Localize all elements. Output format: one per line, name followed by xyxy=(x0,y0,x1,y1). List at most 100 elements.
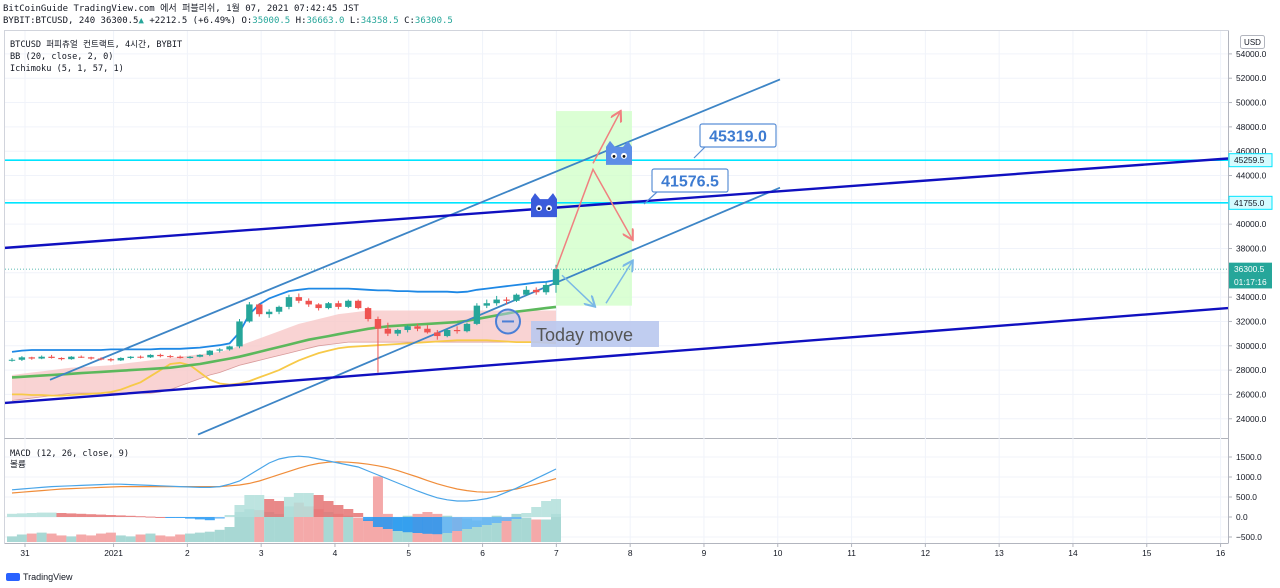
macd-hist-bar xyxy=(175,517,186,518)
price-tick-label: 24000.0 xyxy=(1236,414,1267,424)
volume-bar xyxy=(471,520,482,542)
price-tick-label: 50000.0 xyxy=(1236,98,1267,108)
main-legend: BTCUSD 퍼피츄얼 컨트랙트, 4시간, BYBIT BB (20, clo… xyxy=(10,39,182,74)
legend-bb: BB (20, close, 2, 0) xyxy=(10,52,113,62)
candle-body xyxy=(28,357,35,359)
candle-body xyxy=(127,356,134,358)
price-tag-label: 01:17:16 xyxy=(1234,277,1267,287)
macd-tick-label: 500.0 xyxy=(1236,492,1257,502)
volume-bar xyxy=(125,536,136,542)
candle-body xyxy=(167,356,174,358)
cat-icon-pupil-left xyxy=(537,207,541,211)
currency-badge[interactable]: USD xyxy=(1240,35,1265,49)
price-tick-label: 30000.0 xyxy=(1236,341,1267,351)
macd-hist-bar xyxy=(66,513,77,517)
price-tick-label: 40000.0 xyxy=(1236,219,1267,229)
candle-body xyxy=(285,297,293,307)
macd-hist-bar xyxy=(392,517,403,531)
high-label: H: xyxy=(295,16,307,26)
candle-body xyxy=(473,305,481,324)
macd-axis[interactable]: −500.0 0.0 500.0 1000.0 1500.0 xyxy=(1228,452,1262,542)
candle-body xyxy=(483,303,490,306)
time-tick-label: 15 xyxy=(1142,548,1152,558)
macd-hist-bar xyxy=(125,515,136,517)
macd-hist-bar xyxy=(194,517,205,520)
time-tick-label: 11 xyxy=(847,548,856,558)
cat-icon-faded-head xyxy=(606,140,632,165)
projection-zone-rect xyxy=(556,111,632,306)
volume-bar xyxy=(501,517,512,542)
candle-body xyxy=(87,357,95,359)
time-axis[interactable]: 31 2021 2 3 4 5 6 7 8 9 10 11 12 13 14 15 16 xyxy=(5,543,1228,558)
price-tick-label: 46000.0 xyxy=(1236,146,1267,156)
candle-body xyxy=(335,303,342,307)
macd-hist-bar xyxy=(135,516,146,518)
macd-hist-bar xyxy=(333,505,344,517)
red-projection-arrow xyxy=(555,167,632,270)
cat-icon xyxy=(531,193,557,218)
close-value: 36300.5 xyxy=(414,16,453,26)
cat-icon-faded-pupil-left xyxy=(612,154,616,158)
macd-hist-bar xyxy=(363,517,374,521)
callout-41576: 41576.5 xyxy=(651,168,729,193)
macd-hist-bar xyxy=(26,513,37,517)
callout-45319-text: 45319.0 xyxy=(709,129,767,146)
volume-bar xyxy=(76,534,87,542)
macd-hist-bar xyxy=(86,514,97,517)
candle-body xyxy=(394,329,401,334)
open-value: 35000.5 xyxy=(252,16,291,26)
volume-bar xyxy=(541,519,552,542)
legend-ichimoku: Ichimoku (5, 1, 57, 1) xyxy=(10,64,124,74)
cloud-area xyxy=(12,310,556,401)
volume-bar xyxy=(135,534,146,542)
candle-body xyxy=(493,299,500,304)
time-tick-label: 2021 xyxy=(104,548,123,558)
candle-body xyxy=(18,357,26,360)
publish-info: BitCoinGuide TradingView.com 에서 퍼블리쉬, 1월… xyxy=(3,4,359,14)
macd-hist-bar xyxy=(274,501,285,517)
macd-hist-bar xyxy=(501,517,512,521)
candle-body xyxy=(256,304,263,315)
macd-hist-bar xyxy=(382,517,393,529)
volume-bar xyxy=(16,534,27,542)
candle-body xyxy=(78,356,85,358)
macd-hist-bar xyxy=(115,515,126,517)
macd-hist-bar xyxy=(96,514,107,517)
volume-bar xyxy=(531,519,542,542)
price-tick-label: 26000.0 xyxy=(1236,389,1267,399)
macd-hist-bar xyxy=(412,517,423,533)
time-tick-label: 9 xyxy=(702,548,707,558)
candle-body xyxy=(364,308,372,320)
price-tag-box xyxy=(1229,275,1272,289)
candle-body xyxy=(315,304,322,309)
macd-hist-bar xyxy=(244,495,255,517)
volume-bar xyxy=(363,519,374,542)
price-tick-label: 28000.0 xyxy=(1236,365,1267,375)
volume-bar xyxy=(333,513,344,542)
volume-bar xyxy=(86,535,97,542)
candle-body xyxy=(414,326,421,329)
price-tick-label: 34000.0 xyxy=(1236,292,1267,302)
volume-bar xyxy=(185,533,196,542)
macd-hist-bar xyxy=(402,517,413,533)
macd-hist-bar xyxy=(46,512,57,517)
open-label: O: xyxy=(241,16,253,26)
candlesticks xyxy=(8,264,560,373)
volume-bar xyxy=(105,532,116,542)
projection-zone xyxy=(556,111,632,306)
callout-45319-box xyxy=(699,123,777,148)
candle-body xyxy=(404,326,411,330)
time-tick-label: 10 xyxy=(773,548,783,558)
tradingview-logo-icon xyxy=(6,573,20,581)
macd-hist-bar xyxy=(372,517,383,527)
volume-bar xyxy=(323,512,334,542)
macd-hist-bar xyxy=(264,499,275,517)
volume-bar xyxy=(303,506,314,542)
price-tick-label: 52000.0 xyxy=(1236,73,1267,83)
candle-body xyxy=(533,289,540,293)
macd-hist-bar xyxy=(521,513,532,517)
macd-tick-label: −500.0 xyxy=(1236,532,1262,542)
volume-bar xyxy=(7,536,17,542)
macd-hist-bar xyxy=(254,495,265,517)
